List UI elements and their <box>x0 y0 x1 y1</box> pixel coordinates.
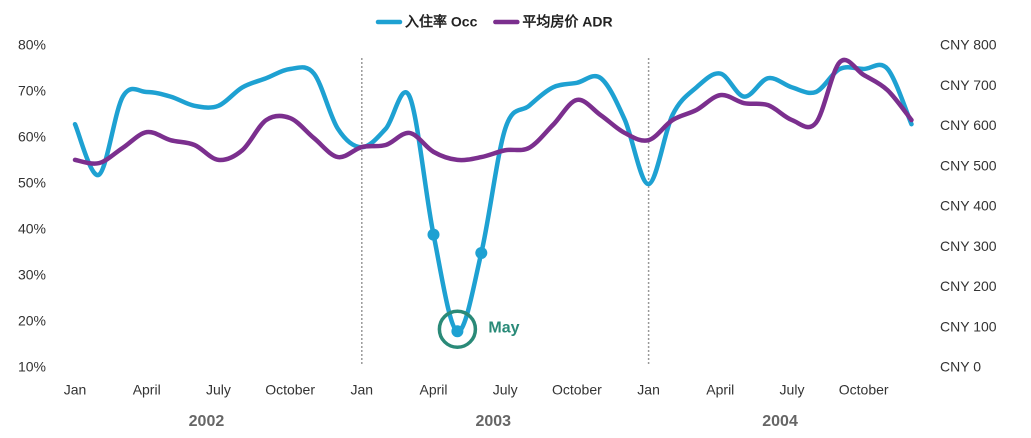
x-tick-label: October <box>265 382 315 398</box>
x-tick-label: July <box>206 382 231 398</box>
y-tick-label: 30% <box>18 267 46 283</box>
x-tick-label: Jan <box>637 382 660 398</box>
point-marker <box>475 247 488 259</box>
y2-tick-label: CNY 800 <box>940 37 997 53</box>
year-label: 2003 <box>475 413 511 430</box>
y2-tick-label: CNY 500 <box>940 157 997 173</box>
y-tick-label: 80% <box>18 37 46 53</box>
series-line <box>72 57 914 166</box>
series-line <box>72 62 914 334</box>
point-marker <box>427 228 440 241</box>
y2-tick-label: CNY 600 <box>940 117 997 133</box>
point-marker <box>451 325 464 338</box>
x-tick-label: Jan <box>64 382 87 398</box>
y-tick-label: 10% <box>18 359 46 375</box>
y-tick-label: 50% <box>18 175 46 191</box>
y-tick-label: 20% <box>18 313 46 329</box>
y2-tick-label: CNY 0 <box>940 359 981 375</box>
y2-tick-label: CNY 700 <box>940 77 997 93</box>
x-tick-label: July <box>780 382 805 398</box>
legend-label: 平均房价 ADR <box>522 14 612 30</box>
y-tick-label: 70% <box>18 83 46 99</box>
x-tick-label: Jan <box>351 382 374 398</box>
x-tick-label: October <box>839 382 889 398</box>
y2-tick-label: CNY 100 <box>940 318 997 334</box>
annotation-ring <box>437 309 478 349</box>
y2-tick-label: CNY 400 <box>940 198 997 214</box>
year-label: 2002 <box>189 413 225 430</box>
year-label: 2004 <box>762 413 798 430</box>
x-tick-label: October <box>552 382 602 398</box>
x-tick-label: April <box>133 382 161 398</box>
x-tick-label: April <box>419 382 447 398</box>
y-tick-label: 40% <box>18 221 46 237</box>
legend-label: 入住率 Occ <box>405 14 478 30</box>
y-tick-label: 60% <box>18 129 46 145</box>
x-tick-label: July <box>493 382 518 398</box>
y2-tick-label: CNY 200 <box>940 278 997 294</box>
x-tick-label: April <box>706 382 734 398</box>
annotation-text: May <box>488 319 519 336</box>
y2-tick-label: CNY 300 <box>940 238 997 254</box>
